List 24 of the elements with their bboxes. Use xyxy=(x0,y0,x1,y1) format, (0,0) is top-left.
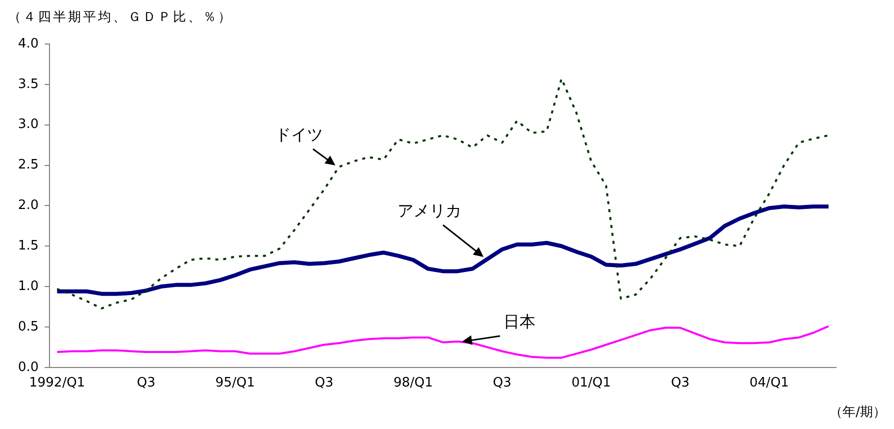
series-label: ドイツ xyxy=(274,124,324,146)
x-tick-label: 04/Q1 xyxy=(750,376,789,391)
y-tick-label: 0.0 xyxy=(18,360,39,375)
x-tick-label: Q3 xyxy=(492,376,512,391)
text: アメリカ xyxy=(396,201,462,222)
x-axis-title: （年/期） xyxy=(830,404,886,421)
line-series xyxy=(56,78,830,310)
y-tick-label: 3.0 xyxy=(18,117,39,132)
x-tick-label: Q3 xyxy=(136,376,156,391)
y-tick-label: 0.5 xyxy=(18,319,39,334)
series-label: 日本 xyxy=(502,312,537,333)
x-tick-label: 95/Q1 xyxy=(215,376,255,391)
x-tick-label: 98/Q1 xyxy=(393,376,433,391)
y-tick-label: 3.5 xyxy=(18,76,39,92)
x-tick-label: Q3 xyxy=(670,376,690,391)
y-tick-label: 2.5 xyxy=(18,158,39,173)
x-tick-label: 1992/Q1 xyxy=(29,376,86,391)
chart-title: （４四半期平均、ＧＤＰ比、％） xyxy=(8,9,233,26)
y-tick-label: 2.0 xyxy=(18,198,39,214)
y-tick-label: 4.0 xyxy=(18,36,39,52)
x-tick-label: Q3 xyxy=(314,376,334,391)
x-tick-label: 01/Q1 xyxy=(571,376,611,391)
y-tick-label: 1.5 xyxy=(18,238,39,254)
y-tick-label: 1.0 xyxy=(18,278,39,294)
